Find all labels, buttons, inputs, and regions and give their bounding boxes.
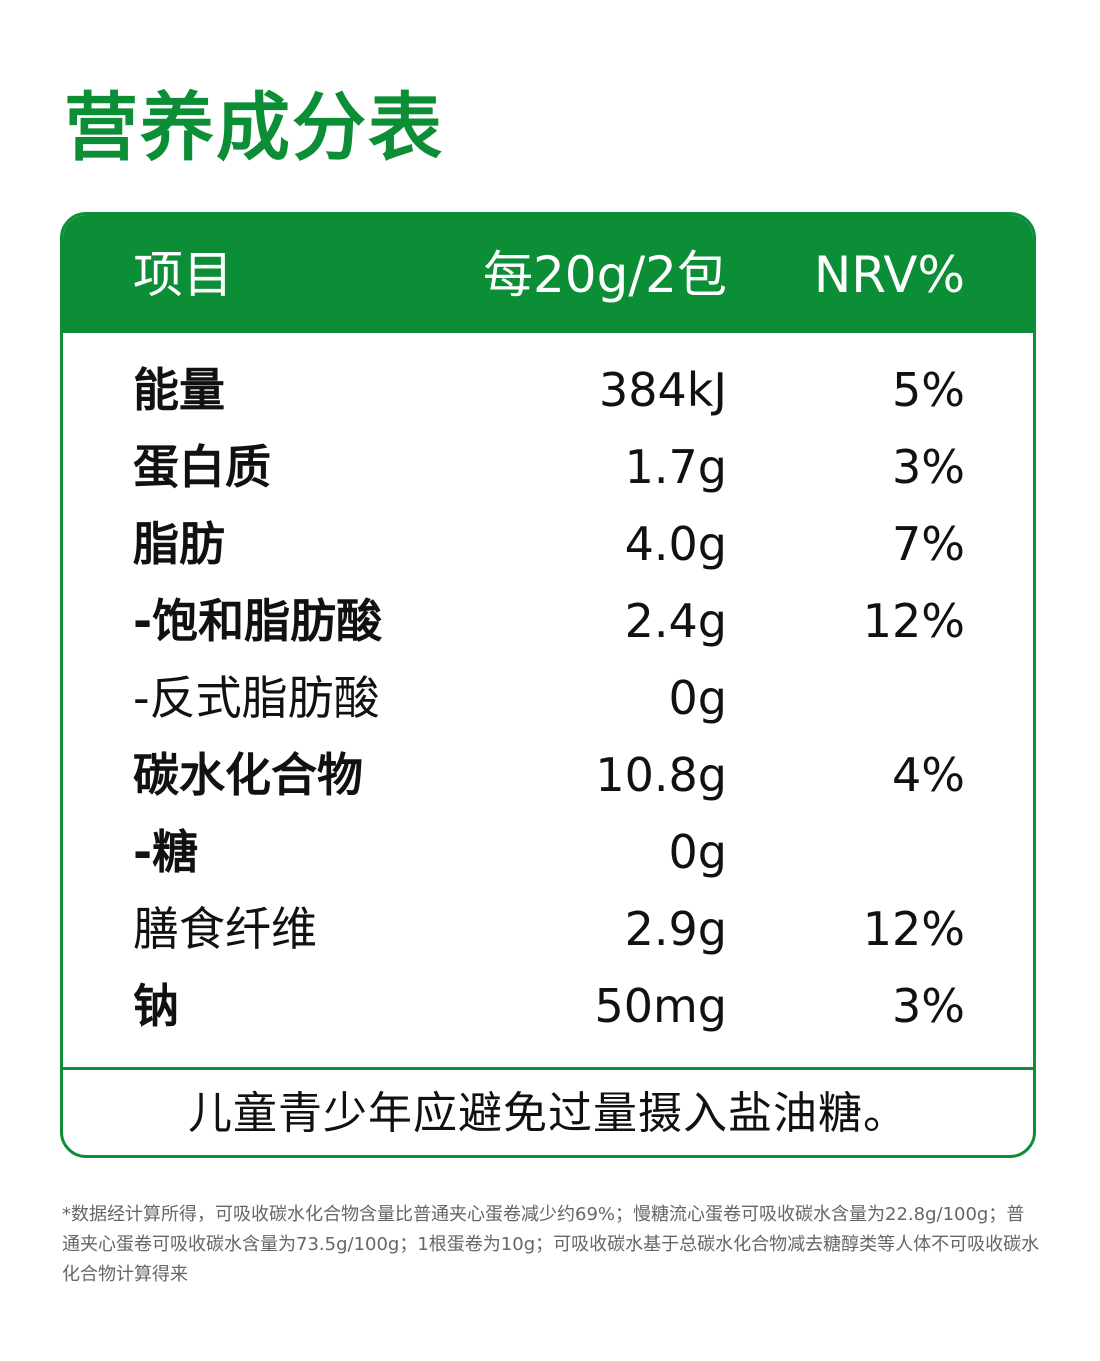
table-row: -反式脂肪酸 0g	[63, 661, 1033, 735]
header-nrv: NRV%	[813, 246, 965, 304]
nutrient-name: 膳食纤维	[133, 902, 317, 956]
nutrient-amount: 0g	[668, 671, 727, 725]
nutrient-name: 脂肪	[133, 517, 225, 571]
table-row: 碳水化合物 10.8g 4%	[63, 738, 1033, 812]
table-row: -糖 0g	[63, 815, 1033, 889]
nutrient-name: -糖	[133, 825, 199, 879]
table-header: 项目 每20g/2包 NRV%	[63, 215, 1033, 333]
nutrient-name: 蛋白质	[133, 440, 271, 494]
nutrient-name: 能量	[133, 363, 225, 417]
table-row: 钠 50mg 3%	[63, 969, 1033, 1043]
nutrient-nrv: 5%	[892, 363, 965, 417]
page-title: 营养成分表	[64, 85, 444, 171]
table-row: 蛋白质 1.7g 3%	[63, 430, 1033, 504]
table-row: 能量 384kJ 5%	[63, 353, 1033, 427]
nutrient-amount: 1.7g	[624, 440, 727, 494]
nutrient-nrv: 12%	[862, 902, 965, 956]
nutrient-nrv: 12%	[862, 594, 965, 648]
nutrient-nrv: 7%	[892, 517, 965, 571]
nutrient-name: 钠	[133, 979, 179, 1033]
table-row: 脂肪 4.0g 7%	[63, 507, 1033, 581]
header-item: 项目	[133, 246, 233, 304]
header-per-serving: 每20g/2包	[482, 246, 727, 304]
nutrient-name: -反式脂肪酸	[133, 671, 380, 725]
nutrient-amount: 384kJ	[598, 363, 727, 417]
table-row: 膳食纤维 2.9g 12%	[63, 892, 1033, 966]
nutrient-amount: 50mg	[594, 979, 727, 1033]
footnote: *数据经计算所得，可吸收碳水化合物含量比普通夹心蛋卷减少约69%；慢糖流心蛋卷可…	[62, 1204, 1040, 1285]
nutrient-name: 碳水化合物	[133, 748, 363, 802]
nutrient-amount: 0g	[668, 825, 727, 879]
health-advice: 儿童青少年应避免过量摄入盐油糖。	[188, 1088, 908, 1139]
nutrient-amount: 4.0g	[624, 517, 727, 571]
nutrient-nrv: 3%	[892, 979, 965, 1033]
nutrient-name: -饱和脂肪酸	[133, 594, 383, 648]
table-divider	[63, 1067, 1033, 1070]
nutrient-nrv: 4%	[892, 748, 965, 802]
nutrition-table: 项目 每20g/2包 NRV% 能量 384kJ 5% 蛋白质 1.7g 3% …	[60, 212, 1036, 1158]
nutrient-nrv: 3%	[892, 440, 965, 494]
nutrient-amount: 10.8g	[595, 748, 727, 802]
table-row: -饱和脂肪酸 2.4g 12%	[63, 584, 1033, 658]
nutrient-amount: 2.9g	[624, 902, 727, 956]
nutrient-amount: 2.4g	[624, 594, 727, 648]
